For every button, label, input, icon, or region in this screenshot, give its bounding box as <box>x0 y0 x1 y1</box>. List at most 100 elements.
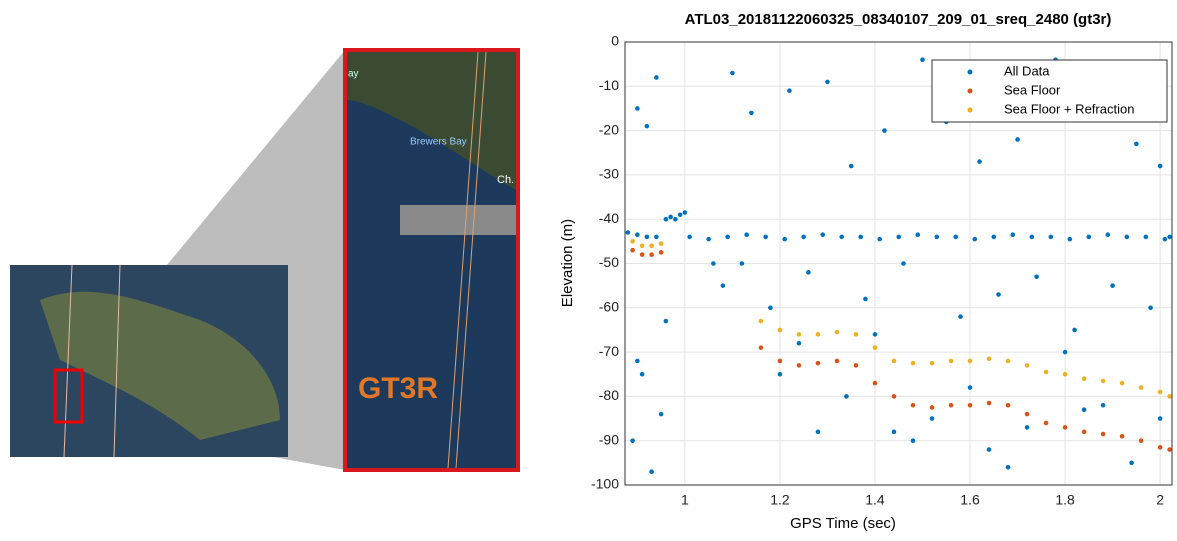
point <box>1024 411 1030 417</box>
point <box>758 345 764 350</box>
point <box>658 411 664 417</box>
point <box>639 252 645 257</box>
point <box>986 400 992 406</box>
point <box>910 402 916 408</box>
x-tick-label: 1.8 <box>1055 492 1075 508</box>
point <box>663 216 669 222</box>
beam-label: GT3R <box>358 372 438 405</box>
track <box>63 264 73 458</box>
point <box>996 292 1001 297</box>
x-tick-label: 1.6 <box>960 492 980 508</box>
point <box>758 318 764 324</box>
point <box>1143 234 1149 240</box>
point <box>815 360 821 366</box>
point <box>1024 425 1030 430</box>
point <box>967 385 973 390</box>
point <box>872 380 878 386</box>
point <box>915 232 921 238</box>
point <box>1100 378 1106 384</box>
point <box>1062 349 1068 355</box>
y-tick-label: -80 <box>599 387 619 403</box>
point <box>796 363 802 368</box>
point <box>668 214 673 220</box>
point <box>1134 141 1139 147</box>
point <box>796 332 802 337</box>
point <box>872 332 878 337</box>
point <box>891 429 897 435</box>
point <box>910 360 916 366</box>
point <box>777 371 783 377</box>
point <box>901 261 906 266</box>
point <box>834 329 840 335</box>
legend-label: Sea Floor + Refraction <box>1004 101 1134 116</box>
point <box>1072 327 1077 333</box>
point <box>1005 464 1011 470</box>
point <box>1015 137 1020 142</box>
point <box>663 318 669 324</box>
point <box>658 250 664 255</box>
legend-marker <box>967 88 973 94</box>
point <box>1100 431 1106 437</box>
track <box>113 264 121 458</box>
point <box>1029 234 1035 240</box>
point <box>654 75 659 80</box>
point <box>677 212 683 218</box>
point <box>1157 445 1163 450</box>
point <box>777 358 783 364</box>
map-label: Ch. <box>497 174 514 186</box>
point <box>635 232 640 238</box>
point <box>725 234 730 240</box>
point <box>787 88 792 94</box>
point <box>1034 274 1039 280</box>
point <box>644 234 650 240</box>
y-tick-label: -90 <box>599 431 619 447</box>
point <box>1162 236 1168 242</box>
point <box>986 356 992 362</box>
point <box>1138 438 1144 444</box>
point <box>687 234 692 240</box>
point <box>953 234 959 240</box>
point <box>1119 433 1125 439</box>
point <box>1138 385 1144 390</box>
point <box>777 327 783 333</box>
point <box>1105 232 1111 238</box>
y-tick-label: -20 <box>599 121 619 137</box>
point <box>673 216 678 222</box>
point <box>825 79 830 85</box>
runway <box>400 205 516 235</box>
point <box>1157 416 1163 421</box>
map-label: ay <box>348 69 359 80</box>
point <box>920 57 925 63</box>
y-tick-label: -70 <box>599 343 619 359</box>
point <box>630 239 635 244</box>
point <box>730 70 735 76</box>
point <box>739 261 745 266</box>
point <box>1062 371 1068 377</box>
point <box>1081 376 1087 381</box>
point <box>1157 389 1163 395</box>
point <box>1081 429 1087 435</box>
x-tick-label: 1.4 <box>865 492 885 508</box>
point <box>1086 234 1092 240</box>
y-tick-label: -30 <box>599 166 619 182</box>
point <box>967 358 973 364</box>
point <box>891 358 897 364</box>
point <box>744 232 749 238</box>
point <box>782 236 787 242</box>
point <box>1048 234 1054 240</box>
chart-title: ATL03_20181122060325_08340107_209_01_sre… <box>685 11 1112 28</box>
point <box>1157 163 1163 169</box>
point <box>872 345 878 350</box>
point <box>1062 425 1068 430</box>
point <box>853 363 859 368</box>
point <box>877 236 883 242</box>
x-tick-label: 2 <box>1156 492 1164 508</box>
y-tick-label: -10 <box>599 77 619 93</box>
point <box>958 314 963 319</box>
point <box>649 252 654 257</box>
point <box>848 163 854 169</box>
point <box>934 234 940 240</box>
point <box>1167 447 1172 452</box>
point <box>1081 407 1087 412</box>
